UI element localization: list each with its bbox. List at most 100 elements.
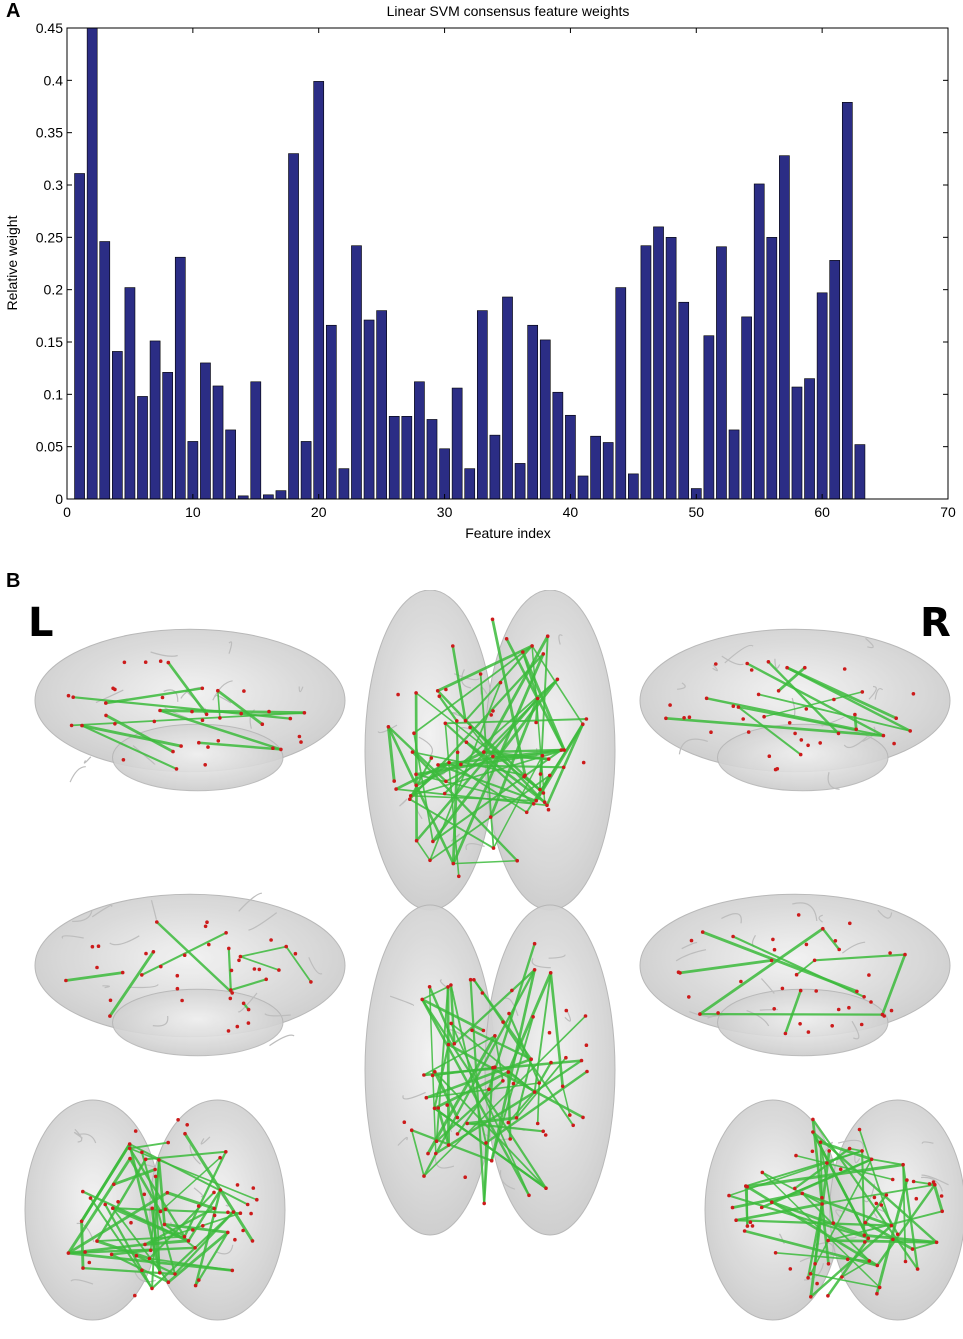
connection-edge [449, 983, 456, 1045]
region-node [818, 741, 822, 745]
sulcus-line [724, 644, 754, 664]
region-node [881, 733, 886, 738]
sulcus-line [865, 637, 874, 649]
region-node [386, 725, 391, 729]
sulcus-line [499, 1170, 516, 1190]
bar-27 [401, 416, 413, 500]
brain-view-right-lateral-top [639, 628, 951, 792]
region-node [806, 1276, 810, 1280]
connection-edge [444, 722, 535, 805]
region-node [200, 686, 205, 691]
region-node [863, 1240, 867, 1244]
x-tick-label: 10 [185, 504, 201, 520]
region-node [741, 717, 745, 721]
region-node [783, 1031, 788, 1036]
connection-edge [157, 1158, 166, 1226]
region-node [814, 989, 818, 993]
region-node [859, 1022, 864, 1027]
region-node [489, 1158, 494, 1163]
connection-edge [827, 1210, 944, 1242]
connection-edge [163, 1223, 186, 1238]
region-node [160, 695, 165, 700]
region-node [581, 1115, 585, 1120]
connection-edge [811, 1118, 830, 1266]
region-node [531, 802, 536, 806]
region-node [940, 1209, 944, 1214]
connection-edge [229, 978, 268, 992]
sulcus-line [827, 772, 840, 790]
bar-46 [640, 245, 652, 500]
region-node [224, 1150, 228, 1154]
region-node [174, 767, 179, 771]
region-node [511, 1081, 516, 1086]
region-node [848, 921, 852, 926]
connection-edge [811, 1118, 919, 1271]
region-node [433, 1070, 437, 1074]
connection-edge [217, 689, 221, 719]
sulcus-line [874, 687, 884, 700]
region-node [402, 1120, 407, 1124]
region-node [179, 744, 183, 748]
region-node [762, 714, 766, 719]
region-node [546, 807, 551, 812]
bar-3 [99, 241, 111, 500]
region-node [534, 798, 538, 803]
region-node [203, 924, 208, 929]
region-node [869, 1000, 873, 1004]
region-node [716, 1011, 720, 1015]
region-node [81, 1266, 85, 1270]
connection-edge [489, 697, 539, 819]
bar-40 [565, 414, 576, 500]
region-node [748, 1220, 753, 1224]
bar-9 [174, 256, 186, 500]
connection-edge [420, 998, 531, 1197]
region-node [773, 1251, 778, 1255]
connection-edge [848, 1147, 863, 1152]
region-node [501, 1020, 505, 1024]
region-node [798, 1022, 802, 1026]
connection-edge [64, 971, 125, 982]
sulcus-line [418, 736, 434, 757]
region-node [254, 1197, 259, 1202]
connection-edge [411, 750, 519, 862]
region-node [472, 978, 476, 982]
region-node [205, 920, 209, 924]
region-node [745, 1224, 750, 1228]
region-node [863, 1220, 868, 1225]
connection-edge [89, 1197, 153, 1290]
region-node [833, 939, 838, 943]
connection-edge [67, 1243, 147, 1255]
sulcus-line [921, 1176, 943, 1192]
region-node [766, 660, 771, 664]
sulcus-line [74, 1128, 83, 1143]
region-node [455, 1115, 460, 1120]
bar-17 [275, 490, 287, 500]
plot-frame [66, 27, 949, 500]
region-node [478, 672, 483, 676]
sulcus-line [132, 745, 156, 765]
region-node [689, 938, 694, 943]
connection-edge [150, 1210, 235, 1290]
region-node [538, 772, 543, 776]
bar-52 [716, 246, 727, 500]
region-node [182, 1234, 187, 1239]
region-node [176, 1118, 180, 1122]
region-node [895, 1232, 900, 1237]
region-node [284, 944, 289, 949]
connection-edge [821, 1183, 936, 1205]
connection-edge [197, 741, 283, 751]
region-node [830, 1024, 834, 1028]
region-node [218, 1155, 222, 1160]
connection-edge [408, 798, 495, 850]
sulcus-line [847, 1236, 857, 1239]
region-node [470, 1028, 474, 1033]
region-node [190, 709, 194, 714]
region-node [490, 617, 495, 622]
region-node [698, 1012, 702, 1016]
region-node [104, 713, 108, 718]
connection-edge [413, 645, 533, 735]
region-node [815, 1281, 819, 1286]
region-node [414, 691, 418, 695]
sulcus-line [389, 995, 414, 1006]
brain-outline [717, 988, 889, 1057]
